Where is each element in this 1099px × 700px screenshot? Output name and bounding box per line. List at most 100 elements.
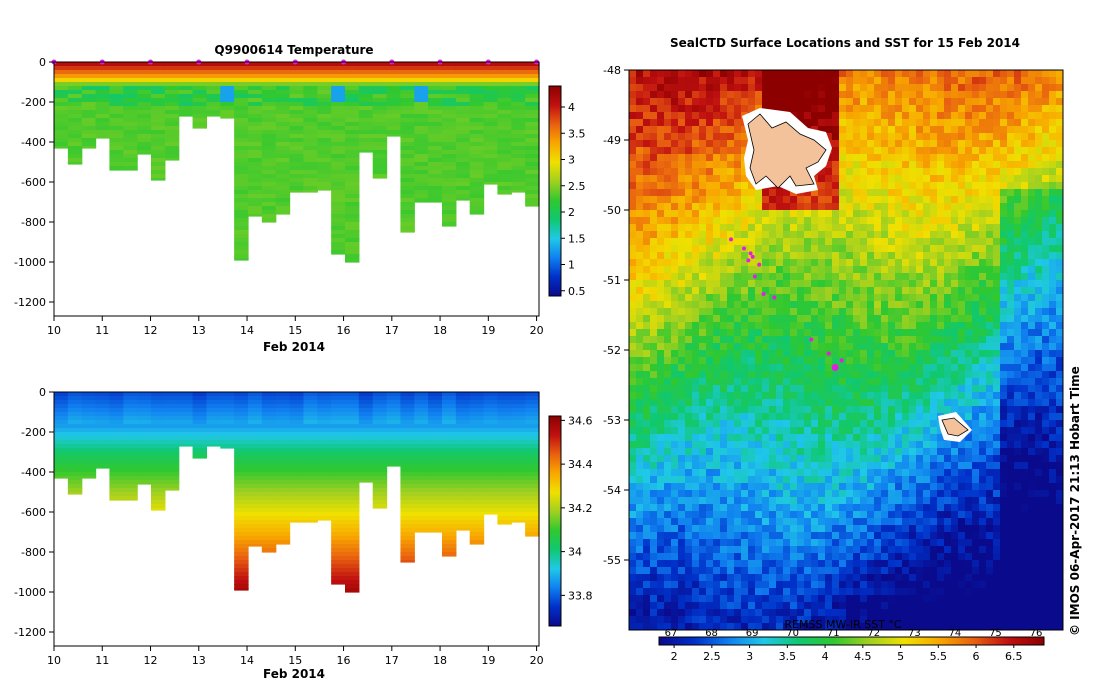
x-tick-label: 12 <box>144 654 158 667</box>
x-tick-label: 13 <box>192 324 206 337</box>
colorbar-tick-label: 4 <box>568 101 575 114</box>
temperature-x-label: Feb 2014 <box>263 340 325 354</box>
x-tick-label: 11 <box>95 654 109 667</box>
colorbar-tick-label: 2 <box>568 206 575 219</box>
salinity-colorbar: 33.8 34 34.2 34.4 34.6 <box>548 414 593 627</box>
y-tick-label: -1200 <box>14 296 46 309</box>
salinity-axes-frame <box>53 391 540 647</box>
colorbar-label: REMSS MW-IR SST °C <box>784 618 902 631</box>
lat-tick-label: -55 <box>603 554 621 567</box>
temperature-panel: Q9900614 Temperature 0 -200 -400 -600 -800 -1… <box>14 43 585 354</box>
x-tick-label: 13 <box>192 654 206 667</box>
temperature-axes-frame <box>53 61 540 317</box>
temperature-colorbar: 0.5 1 1.5 2 2.5 3 3.5 4 <box>548 85 586 298</box>
x-tick-label: 19 <box>481 654 495 667</box>
y-tick-label: -200 <box>21 426 46 439</box>
x-tick-label: 20 <box>530 324 544 337</box>
x-tick-label: 17 <box>385 654 399 667</box>
y-tick-label: -600 <box>21 506 46 519</box>
seal-location-point <box>742 246 747 251</box>
seal-location-point <box>728 237 733 242</box>
celsius-tick-label: 4 <box>822 650 829 663</box>
colorbar-tick-label: 2.5 <box>568 180 586 193</box>
salinity-x-axis: 10 11 12 13 14 15 16 17 18 19 20 <box>47 646 544 667</box>
temperature-y-axis: 0 -200 -400 -600 -800 -1000 -1200 <box>14 56 54 309</box>
colorbar-tick-label: 0.5 <box>568 285 586 298</box>
seal-location-point <box>761 292 766 296</box>
y-tick-label: -400 <box>21 466 46 479</box>
celsius-tick-label: 5.5 <box>930 650 948 663</box>
colorbar-tick-label: 34 <box>568 546 582 559</box>
seal-location-point <box>826 351 831 356</box>
x-tick-label: 12 <box>144 324 158 337</box>
y-tick-label: -1000 <box>14 256 46 269</box>
x-tick-label: 11 <box>95 324 109 337</box>
salinity-x-label: Feb 2014 <box>263 667 325 681</box>
celsius-tick-label: 3.5 <box>779 650 797 663</box>
temperature-x-axis: 10 11 12 13 14 15 16 17 18 19 20 <box>47 316 544 337</box>
island-north <box>747 113 827 189</box>
x-tick-label: 14 <box>240 324 254 337</box>
map-title: SealCTD Surface Locations and SST for 15… <box>670 36 1020 50</box>
x-tick-label: 15 <box>288 324 302 337</box>
fahrenheit-tick-label: 73 <box>908 628 921 639</box>
fahrenheit-tick-label: 71 <box>827 628 840 639</box>
lat-tick-label: -48 <box>603 64 621 77</box>
x-tick-label: 14 <box>240 654 254 667</box>
celsius-tick-label: 5 <box>897 650 904 663</box>
seal-location-point <box>772 295 777 300</box>
colorbar-tick-label: 34.6 <box>568 414 593 427</box>
colorbar-tick-label: 33.8 <box>568 589 593 602</box>
celsius-tick-label: 2.5 <box>703 650 721 663</box>
fahrenheit-tick-label: 75 <box>989 628 1002 639</box>
y-tick-label: -800 <box>21 546 46 559</box>
y-tick-label: -1200 <box>14 626 46 639</box>
seal-location-point <box>748 251 753 256</box>
celsius-tick-label: 6 <box>973 650 980 663</box>
y-tick-label: -200 <box>21 96 46 109</box>
x-tick-label: 10 <box>47 654 61 667</box>
island-south <box>941 417 969 437</box>
sst-field <box>629 70 1063 630</box>
lat-tick-label: -54 <box>603 484 621 497</box>
y-tick-label: -1000 <box>14 586 46 599</box>
seal-location-point <box>831 364 839 371</box>
salinity-panel: 0 -200 -400 -600 -800 -1000 -1200 10 11 12 13 14 15… <box>14 386 592 681</box>
x-tick-label: 18 <box>433 654 447 667</box>
lat-tick-label: -50 <box>603 204 621 217</box>
celsius-tick-label: 2 <box>671 650 678 663</box>
fahrenheit-tick-label: 68 <box>705 628 718 639</box>
credit-text: © IMOS 06-Apr-2017 21:13 Hobart Time <box>1068 366 1082 636</box>
seal-location-point <box>750 254 755 259</box>
fahrenheit-tick-label: 72 <box>867 628 880 639</box>
y-tick-label: 0 <box>39 386 46 399</box>
y-tick-label: -600 <box>21 176 46 189</box>
seal-location-point <box>757 262 762 267</box>
celsius-tick-label: 3 <box>746 650 753 663</box>
y-tick-label: -800 <box>21 216 46 229</box>
seal-locations <box>728 237 844 371</box>
x-tick-label: 20 <box>530 654 544 667</box>
seal-location-point <box>752 274 757 279</box>
seal-location-point <box>809 337 814 342</box>
temperature-title: Q9900614 Temperature <box>214 43 373 57</box>
colorbar-tick-label: 1.5 <box>568 232 586 245</box>
colorbar-tick-label: 3.5 <box>568 127 586 140</box>
fahrenheit-tick-label: 74 <box>949 628 962 639</box>
sst-colorbar: 2 2.5 3 3.5 4 4.5 5 5.5 6 6.5 67 68 69 70 71 72 73 74 75 76 <box>658 628 1045 663</box>
fahrenheit-tick-label: 67 <box>665 628 678 639</box>
lat-tick-label: -53 <box>603 414 621 427</box>
y-tick-label: 0 <box>39 56 46 69</box>
temperature-plot-area <box>51 59 540 263</box>
x-tick-label: 17 <box>385 324 399 337</box>
salinity-plot-area <box>54 392 540 593</box>
x-tick-label: 18 <box>433 324 447 337</box>
colorbar-tick-label: 34.4 <box>568 458 593 471</box>
x-tick-label: 15 <box>288 654 302 667</box>
colorbar-tick-label: 34.2 <box>568 502 593 515</box>
sst-map-panel: SealCTD Surface Locations and SST for 15… <box>603 36 1082 663</box>
y-tick-label: -400 <box>21 136 46 149</box>
x-tick-label: 19 <box>481 324 495 337</box>
map-y-axis: -48 -49 -50 -51 -52 -53 -54 -55 <box>603 64 629 567</box>
